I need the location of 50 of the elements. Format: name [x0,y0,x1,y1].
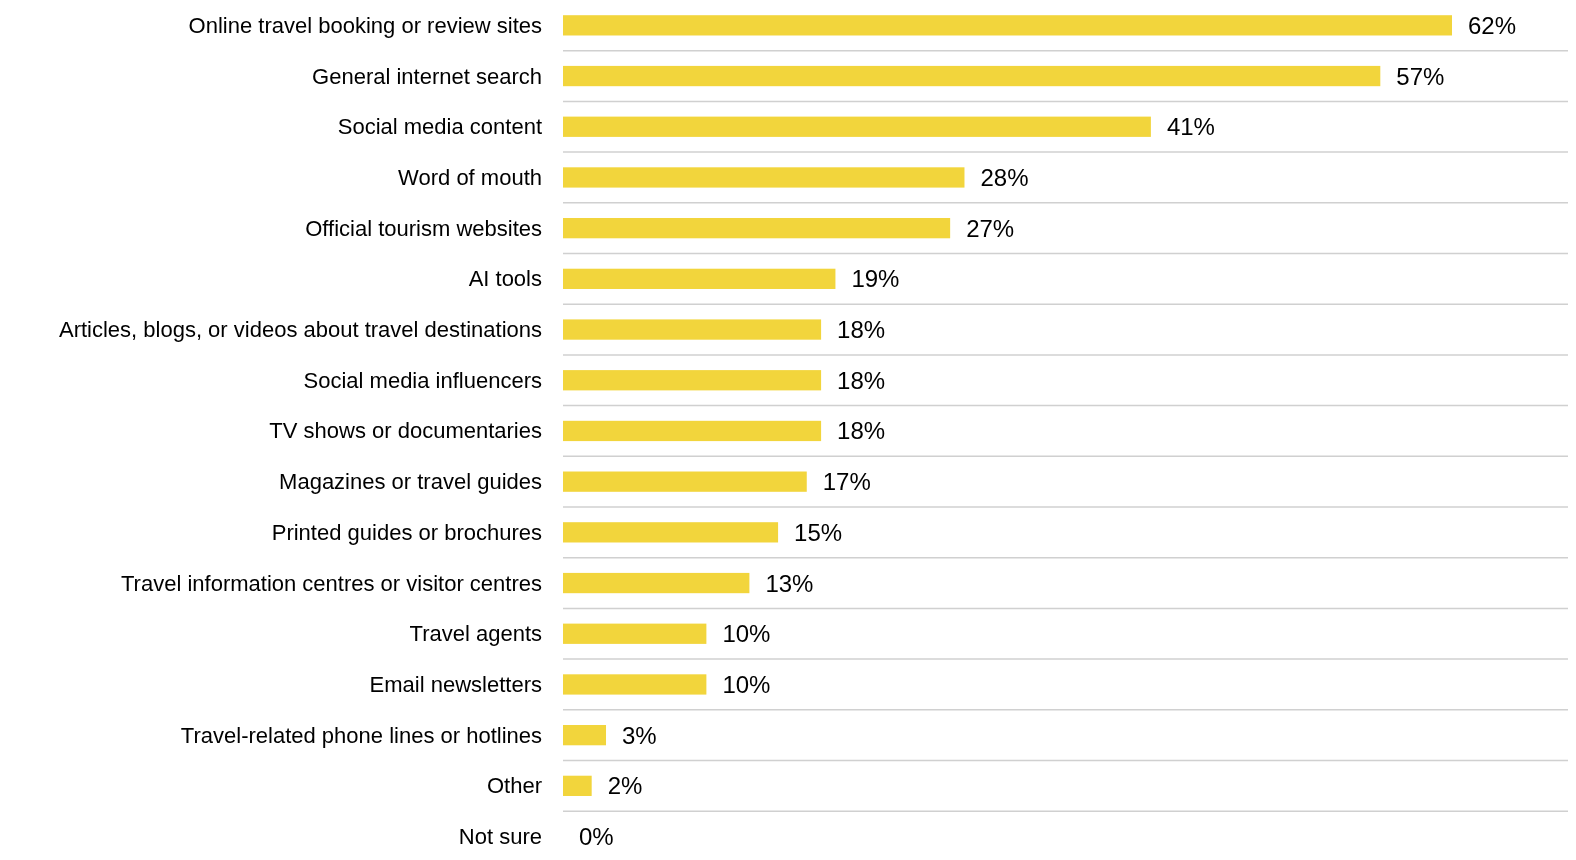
bar [563,15,1452,36]
data-label: 19% [851,265,900,293]
bar [563,370,822,391]
data-label: 18% [837,316,886,344]
data-label: 15% [794,518,843,546]
data-label: 41% [1166,113,1215,141]
bar [563,268,836,289]
data-label: 57% [1396,62,1445,90]
bar [563,167,965,188]
y-tick-label: Travel-related phone lines or hotlines [180,722,542,748]
y-tick-label: Email newsletters [369,671,542,697]
data-label: 0% [579,823,614,851]
bar [563,65,1381,87]
data-label: 18% [837,417,886,445]
bar [563,725,607,746]
y-tick-label: Other [486,773,542,799]
data-label: 17% [822,468,871,496]
y-tick-label: Official tourism websites [305,215,542,241]
bar [563,775,592,796]
y-tick-label: Social media content [337,114,542,140]
bar [563,674,707,695]
bar [563,319,822,340]
bar [563,572,750,594]
bar [563,116,1151,137]
data-label: 3% [622,721,657,749]
data-label: 13% [765,569,814,597]
bar [563,218,951,239]
bar [563,623,707,644]
y-tick-label: Social media influencers [303,367,542,393]
y-tick-label: TV shows or documentaries [269,418,542,444]
data-label: 27% [966,214,1015,242]
data-label: 10% [722,670,771,698]
y-tick-label: Printed guides or brochures [271,519,542,545]
y-tick-label: Not sure [458,824,542,850]
data-label: 28% [980,163,1029,191]
data-label: 18% [837,366,886,394]
y-tick-label: Online travel booking or review sites [188,12,542,38]
data-label: 62% [1468,11,1517,39]
y-tick-label: AI tools [468,266,542,292]
y-tick-label: Travel agents [409,621,542,647]
bar [563,522,779,543]
bar [563,420,822,442]
y-tick-label: Articles, blogs, or videos about travel destinations [58,317,542,343]
bar [563,471,807,492]
y-tick-label: Travel information centres or visitor centres [121,570,542,596]
y-tick-label: Magazines or travel guides [279,469,542,495]
y-tick-label: Word of mouth [398,164,542,190]
data-label: 10% [722,620,771,648]
y-tick-label: General internet search [312,63,542,89]
data-label: 2% [607,772,643,800]
